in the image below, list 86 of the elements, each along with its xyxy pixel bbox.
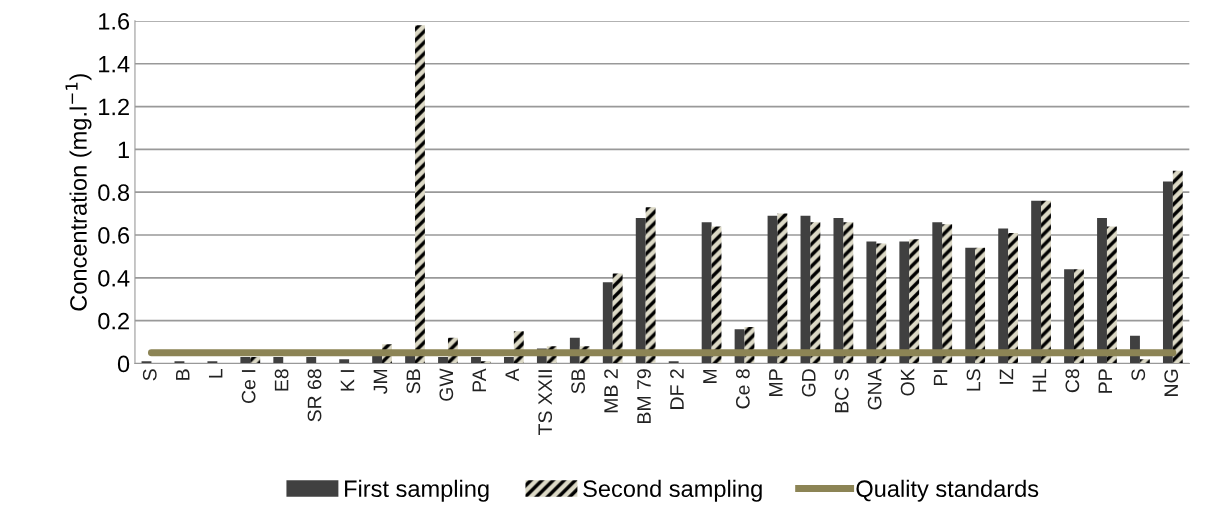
x-tick-label: K I bbox=[340, 370, 355, 391]
bar bbox=[932, 222, 943, 364]
bar bbox=[645, 207, 656, 364]
bar bbox=[866, 241, 877, 364]
x-tick-label: Ce 8 bbox=[735, 369, 750, 409]
x-tick-label: S bbox=[1131, 369, 1146, 381]
bar bbox=[833, 217, 844, 364]
bar bbox=[306, 357, 317, 364]
x-tick-label: SR 68 bbox=[307, 369, 322, 422]
bar bbox=[965, 247, 976, 364]
x-tick-label: S bbox=[142, 369, 157, 381]
legend-label: Quality standards bbox=[856, 479, 1039, 502]
bar bbox=[998, 228, 1009, 364]
y-tick-label: 1 bbox=[118, 141, 129, 158]
bar bbox=[250, 357, 261, 364]
x-tick-label: C8 bbox=[1065, 369, 1080, 393]
bar bbox=[1172, 170, 1183, 364]
bar bbox=[635, 217, 646, 364]
y-tick-label: 0 bbox=[117, 355, 130, 373]
x-tick-label: OK bbox=[900, 368, 915, 396]
bar bbox=[174, 361, 185, 364]
bar bbox=[471, 357, 481, 364]
bar bbox=[415, 25, 425, 364]
x-tick-label: Ce I bbox=[241, 370, 256, 404]
x-tick-label: M bbox=[703, 369, 717, 383]
bar bbox=[602, 282, 613, 364]
bar bbox=[777, 213, 788, 364]
bar bbox=[1074, 269, 1084, 364]
x-tick-label: DF 2 bbox=[670, 369, 684, 409]
x-tick-label: B bbox=[176, 369, 190, 380]
bar bbox=[876, 243, 887, 364]
bar bbox=[1008, 232, 1018, 364]
bar bbox=[503, 357, 514, 364]
x-tick-label: JM bbox=[373, 369, 388, 394]
bar bbox=[1162, 181, 1173, 364]
y-axis-title: Concentration (mg.l$^{−1}$) bbox=[65, 74, 92, 311]
legend-label: Second sampling bbox=[583, 479, 762, 502]
bar bbox=[480, 361, 491, 364]
bar bbox=[1041, 200, 1051, 364]
bar bbox=[942, 224, 953, 364]
x-tick-label: TS XXII bbox=[538, 370, 553, 435]
bar bbox=[612, 273, 623, 364]
bar bbox=[1139, 359, 1150, 364]
x-tick-label: GD bbox=[801, 369, 816, 397]
y-tick-label: 0.4 bbox=[98, 269, 130, 287]
bar bbox=[668, 361, 679, 364]
bar bbox=[899, 241, 910, 364]
bar bbox=[975, 247, 986, 364]
bar bbox=[1097, 217, 1107, 364]
y-tick-label: 0.2 bbox=[98, 312, 129, 330]
bar bbox=[1106, 226, 1117, 364]
x-tick-label: BC S bbox=[834, 369, 849, 413]
x-tick-label: GNA bbox=[867, 368, 882, 410]
x-tick-label: MP bbox=[769, 369, 783, 396]
y-tick-label: 0.8 bbox=[98, 184, 130, 201]
x-tick-label: PA bbox=[472, 368, 486, 392]
x-tick-label: SB bbox=[406, 369, 421, 394]
bar bbox=[701, 222, 712, 364]
x-tick-label: NG bbox=[1164, 369, 1179, 396]
y-tick-label: 0.6 bbox=[98, 227, 130, 244]
y-tick-label: 1.6 bbox=[99, 12, 130, 30]
bar bbox=[1031, 200, 1042, 364]
legend-label: First sampling bbox=[345, 479, 489, 502]
bar bbox=[1064, 269, 1075, 364]
x-tick-label: IZ bbox=[999, 368, 1014, 384]
x-tick-label: HL bbox=[1032, 368, 1047, 392]
x-tick-label: PI bbox=[933, 370, 948, 386]
bar bbox=[240, 357, 251, 364]
bar bbox=[207, 361, 218, 364]
y-tick-label: 1.4 bbox=[99, 56, 130, 73]
x-tick-label: GW bbox=[439, 368, 454, 401]
x-tick-label: E8 bbox=[274, 369, 289, 391]
bar bbox=[909, 239, 920, 364]
x-tick-label: A bbox=[505, 368, 519, 382]
x-tick-label: PP bbox=[1098, 369, 1112, 393]
x-tick-label: MB 2 bbox=[604, 369, 618, 413]
y-tick-label: 1.2 bbox=[99, 98, 129, 116]
bar bbox=[843, 222, 854, 364]
x-tick-label: BM 79 bbox=[637, 369, 651, 423]
bar bbox=[273, 357, 284, 364]
x-tick-label: L bbox=[208, 368, 223, 378]
x-tick-label: LS bbox=[966, 369, 981, 391]
bar bbox=[810, 222, 821, 364]
bar bbox=[438, 357, 448, 364]
x-tick-label: SB bbox=[571, 369, 585, 394]
bar bbox=[339, 359, 350, 364]
